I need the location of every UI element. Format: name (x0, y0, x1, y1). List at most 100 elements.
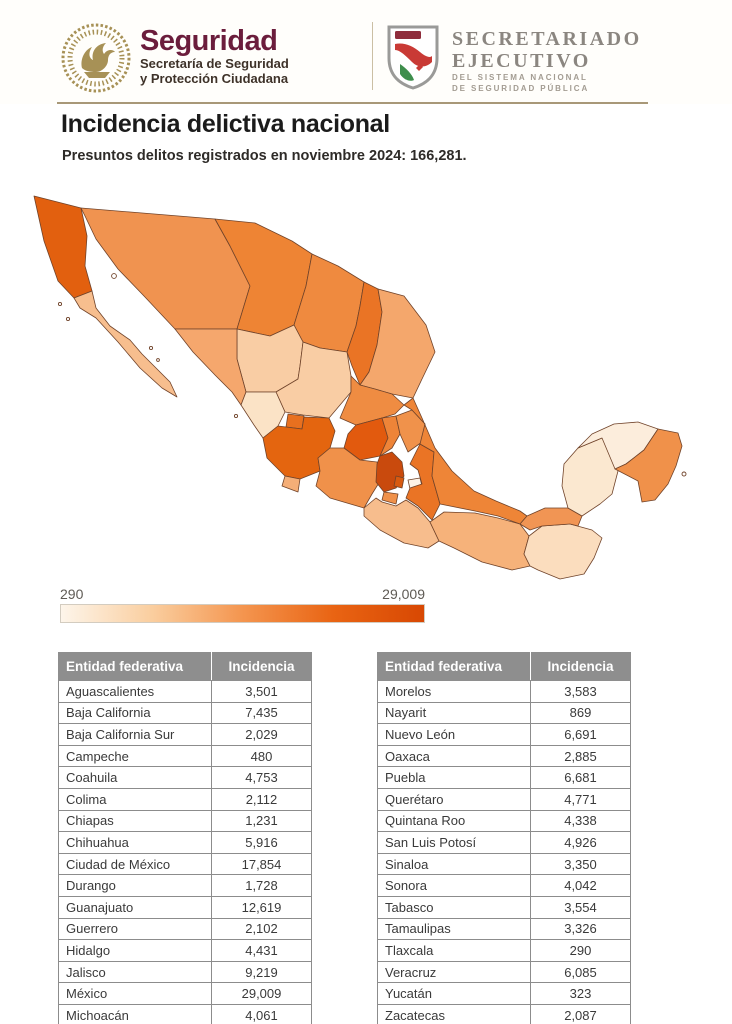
incidence-cell: 323 (530, 982, 631, 1005)
entity-cell: Aguascalientes (58, 680, 212, 703)
table-row: Aguascalientes 3,501 (58, 680, 312, 703)
state-shape-bcs (73, 290, 178, 398)
table-row: Coahuila 4,753 (58, 766, 312, 789)
table-row: Baja California 7,435 (58, 701, 312, 725)
table-row: Oaxaca 2,885 (377, 744, 631, 768)
incidence-cell: 4,338 (530, 809, 631, 833)
table-row: Morelos 3,583 (377, 680, 631, 703)
entity-cell: Michoacán (58, 1003, 212, 1024)
incidence-cell: 480 (211, 744, 312, 768)
incidence-cell: 2,102 (211, 917, 312, 941)
header-banner: Seguridad Secretaría de Seguridad y Prot… (0, 0, 732, 104)
incidence-cell: 3,326 (530, 917, 631, 941)
incidence-cell: 4,771 (530, 787, 631, 811)
table-row: Hidalgo 4,431 (58, 939, 312, 962)
entity-cell: Sinaloa (377, 852, 531, 876)
entity-cell: Morelos (377, 680, 531, 703)
incidence-cell: 12,619 (211, 895, 312, 919)
incidence-table-left: Entidad federativa Incidencia Aguascalie… (58, 652, 312, 1024)
brand-subline-2: y Protección Ciudadana (140, 71, 289, 86)
legend-min-label: 290 (60, 586, 84, 602)
entity-cell: San Luis Potosí (377, 831, 531, 854)
table-row: Durango 1,728 (58, 874, 312, 897)
table-row: Nuevo León 6,691 (377, 723, 631, 746)
table-row: Campeche 480 (58, 744, 312, 768)
entity-cell: Guanajuato (58, 895, 212, 919)
table-header-row: Entidad federativa Incidencia (377, 652, 631, 681)
state-shape-qroo (614, 428, 683, 503)
table-row: Querétaro 4,771 (377, 787, 631, 811)
table-row: Tabasco 3,554 (377, 895, 631, 919)
table-row: Ciudad de México 17,854 (58, 852, 312, 876)
table-row: Yucatán 323 (377, 982, 631, 1005)
entity-cell: Coahuila (58, 766, 212, 789)
table-row: Chihuahua 5,916 (58, 831, 312, 854)
incidence-cell: 6,681 (530, 766, 631, 789)
state-shape-chis (523, 523, 603, 580)
state-shape-tamps (359, 288, 436, 399)
entity-column-header: Entidad federativa (377, 652, 531, 681)
state-shape-col (281, 475, 301, 493)
entity-cell: Hidalgo (58, 939, 212, 962)
incidence-cell: 29,009 (211, 982, 312, 1005)
state-shape-mor (381, 491, 399, 505)
state-shape-sin (174, 328, 247, 406)
incidence-cell: 5,916 (211, 831, 312, 854)
right-logo: SECRETARIADO EJECUTIVO DEL SISTEMA NACIO… (452, 28, 712, 94)
brand-seguridad: Seguridad (140, 25, 278, 57)
incidence-column-header: Incidencia (211, 652, 312, 681)
entity-cell: Jalisco (58, 960, 212, 984)
entity-cell: Tabasco (377, 895, 531, 919)
table-row: Chiapas 1,231 (58, 809, 312, 833)
page-subtitle: Presuntos delitos registrados en noviemb… (62, 148, 467, 164)
incidence-cell: 9,219 (211, 960, 312, 984)
table-row: Guanajuato 12,619 (58, 895, 312, 919)
entity-column-header: Entidad federativa (58, 652, 212, 681)
incidence-cell: 4,431 (211, 939, 312, 962)
state-shape-ags (285, 413, 305, 430)
mexico-coat-of-arms-icon (61, 23, 131, 93)
entity-cell: Chihuahua (58, 831, 212, 854)
table-row: Tamaulipas 3,326 (377, 917, 631, 941)
incidence-cell: 2,112 (211, 787, 312, 811)
page-title: Incidencia delictiva nacional (61, 110, 390, 138)
entity-cell: Colima (58, 787, 212, 811)
entity-cell: Nayarit (377, 701, 531, 725)
incidence-cell: 6,691 (530, 723, 631, 746)
entity-cell: Sonora (377, 874, 531, 897)
table-row: Baja California Sur 2,029 (58, 723, 312, 746)
table-row: México 29,009 (58, 982, 312, 1005)
entity-cell: Tlaxcala (377, 939, 531, 962)
incidence-table-right: Entidad federativa Incidencia Morelos 3,5… (377, 652, 631, 1024)
entity-cell: Veracruz (377, 960, 531, 984)
incidence-cell: 3,350 (530, 852, 631, 876)
table-row: Veracruz 6,085 (377, 960, 631, 984)
state-shape-ver (403, 397, 528, 525)
small-islands (57, 273, 687, 477)
table-row: Michoacán 4,061 (58, 1003, 312, 1024)
entity-cell: Quintana Roo (377, 809, 531, 833)
table-row: Puebla 6,681 (377, 766, 631, 789)
table-row: Jalisco 9,219 (58, 960, 312, 984)
left-logo: Seguridad Secretaría de Seguridad y Prot… (140, 26, 370, 86)
entity-cell: Querétaro (377, 787, 531, 811)
entity-cell: Durango (58, 874, 212, 897)
table-row: Sinaloa 3,350 (377, 852, 631, 876)
entity-cell: Oaxaca (377, 744, 531, 768)
header-rule (57, 102, 648, 104)
entity-cell: Chiapas (58, 809, 212, 833)
incidence-cell: 869 (530, 701, 631, 725)
entity-cell: Campeche (58, 744, 212, 768)
entity-cell: Baja California Sur (58, 723, 212, 746)
incidence-cell: 2,087 (530, 1003, 631, 1024)
incidence-cell: 3,583 (530, 680, 631, 703)
incidence-cell: 7,435 (211, 701, 312, 725)
table-header-row: Entidad federativa Incidencia (58, 652, 312, 681)
table-row: Colima 2,112 (58, 787, 312, 811)
sesnsp-subline-1: DEL SISTEMA NACIONAL (452, 73, 588, 82)
entity-cell: Puebla (377, 766, 531, 789)
state-shape-cdmx (393, 475, 405, 489)
incidence-cell: 6,085 (530, 960, 631, 984)
entity-cell: Guerrero (58, 917, 212, 941)
mexico-choropleth-map (30, 186, 710, 586)
